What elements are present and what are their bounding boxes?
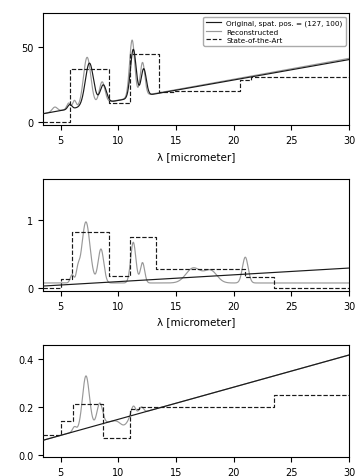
X-axis label: λ [micrometer]: λ [micrometer] [157, 317, 235, 327]
X-axis label: λ [micrometer]: λ [micrometer] [157, 151, 235, 161]
Legend: Original, spat. pos. = (127, 100), Reconstructed, State-of-the-Art: Original, spat. pos. = (127, 100), Recon… [203, 18, 346, 47]
